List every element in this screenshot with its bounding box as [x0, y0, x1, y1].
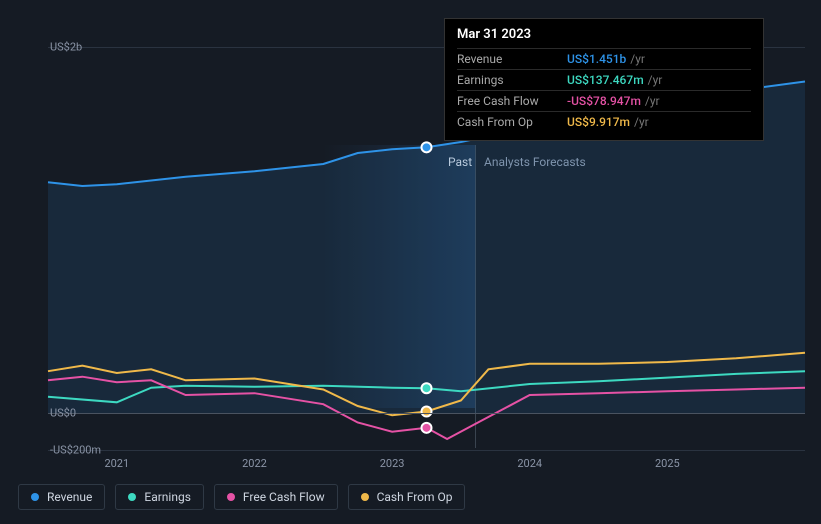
- tooltip-row-unit: /yr: [634, 115, 649, 129]
- tooltip-row: RevenueUS$1.451b/yr: [457, 48, 751, 69]
- tooltip-row: Cash From OpUS$9.917m/yr: [457, 111, 751, 132]
- legend-item-free-cash-flow[interactable]: Free Cash Flow: [214, 484, 338, 510]
- marker-revenue: [422, 142, 432, 152]
- legend-label: Free Cash Flow: [243, 490, 325, 504]
- tooltip-row-unit: /yr: [645, 94, 660, 108]
- x-axis-label: 2025: [655, 457, 680, 470]
- legend-label: Earnings: [144, 490, 191, 504]
- x-axis-label: 2023: [380, 457, 405, 470]
- tooltip-row-label: Revenue: [457, 52, 567, 66]
- tooltip-row-label: Free Cash Flow: [457, 94, 567, 108]
- x-axis-label: 2022: [242, 457, 267, 470]
- y-axis-label: US$0: [50, 407, 76, 420]
- tooltip-row-label: Earnings: [457, 73, 567, 87]
- tooltip-row: Free Cash Flow-US$78.947m/yr: [457, 90, 751, 111]
- gridline: [48, 450, 805, 451]
- hover-tooltip: Mar 31 2023 RevenueUS$1.451b/yrEarningsU…: [444, 18, 764, 141]
- tooltip-row-unit: /yr: [630, 52, 645, 66]
- tooltip-row-label: Cash From Op: [457, 115, 567, 129]
- legend-item-cash-from-op[interactable]: Cash From Op: [348, 484, 466, 510]
- tooltip-row-value: US$9.917m: [567, 115, 630, 129]
- tooltip-row-unit: /yr: [648, 73, 663, 87]
- legend-label: Cash From Op: [377, 490, 453, 504]
- tooltip-row-value: -US$78.947m: [567, 94, 641, 108]
- tooltip-row-value: US$137.467m: [567, 73, 644, 87]
- tooltip-date: Mar 31 2023: [457, 27, 751, 42]
- legend-dot-icon: [128, 493, 136, 501]
- legend-dot-icon: [227, 493, 235, 501]
- y-axis-label: -US$200m: [50, 444, 101, 457]
- legend: Revenue Earnings Free Cash Flow Cash From O…: [18, 484, 465, 510]
- marker-free-cash-flow: [422, 423, 432, 433]
- legend-item-earnings[interactable]: Earnings: [115, 484, 204, 510]
- marker-cash-from-op: [422, 407, 432, 417]
- x-axis-label: 2021: [104, 457, 129, 470]
- legend-dot-icon: [361, 493, 369, 501]
- tooltip-row: EarningsUS$137.467m/yr: [457, 69, 751, 90]
- tooltip-row-value: US$1.451b: [567, 52, 626, 66]
- legend-item-revenue[interactable]: Revenue: [18, 484, 105, 510]
- marker-earnings: [422, 383, 432, 393]
- gridline: [48, 413, 805, 414]
- x-axis-label: 2024: [517, 457, 542, 470]
- legend-label: Revenue: [47, 490, 92, 504]
- legend-dot-icon: [31, 493, 39, 501]
- y-axis-label: US$2b: [50, 40, 82, 53]
